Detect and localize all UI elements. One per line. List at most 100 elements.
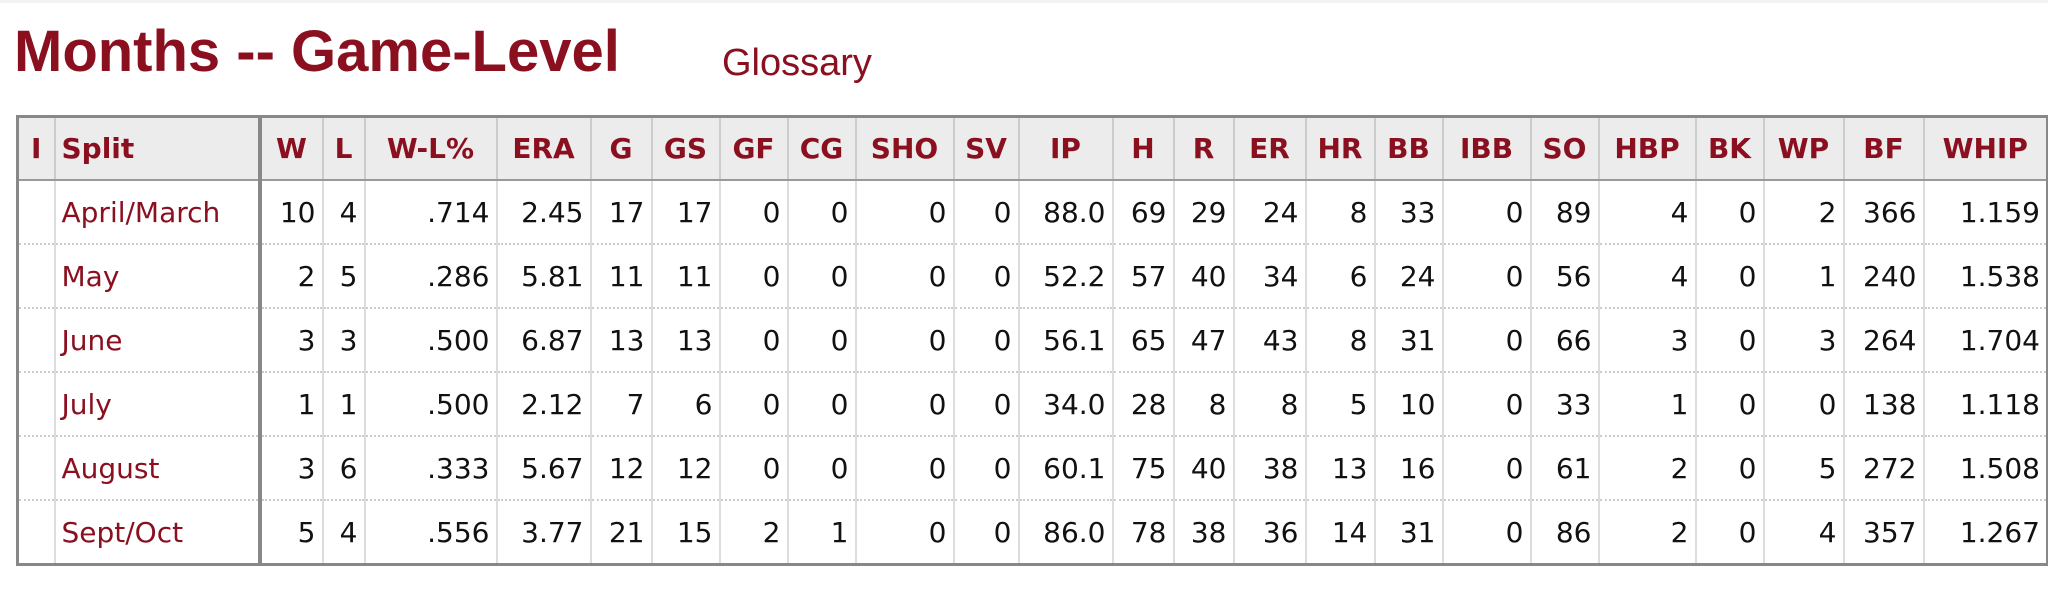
split-link[interactable]: May — [53, 244, 262, 309]
stat-cell: 0 — [1694, 244, 1764, 309]
stat-cell: 0 — [854, 500, 954, 566]
stat-cell: 2 — [1597, 500, 1696, 566]
stat-cell: 60.1 — [1017, 436, 1113, 501]
stat-cell: 38 — [1172, 500, 1234, 566]
split-link[interactable]: April/March — [53, 180, 262, 245]
stat-cell: 1 — [258, 372, 323, 437]
stat-cell: 4 — [1597, 244, 1696, 309]
stat-cell: 3.77 — [495, 500, 591, 566]
column-header[interactable]: HR — [1304, 115, 1376, 181]
column-header[interactable]: HBP — [1597, 115, 1697, 181]
column-header[interactable]: ER — [1232, 115, 1307, 181]
stat-cell: 0 — [854, 436, 954, 501]
stat-cell: 240 — [1842, 244, 1924, 309]
stat-cell: 4 — [321, 180, 365, 245]
stat-cell: 357 — [1842, 500, 1924, 566]
stat-cell: 5 — [321, 244, 365, 309]
column-header[interactable]: WHIP — [1922, 115, 2048, 181]
split-link[interactable]: June — [53, 308, 262, 373]
stat-cell: 65 — [1111, 308, 1174, 373]
column-header[interactable]: SHO — [854, 115, 955, 181]
column-header[interactable]: WP — [1762, 115, 1845, 181]
stat-cell: 4 — [321, 500, 365, 566]
stat-cell: 0 — [952, 308, 1019, 373]
split-link[interactable]: August — [53, 436, 262, 501]
stat-cell: 0 — [718, 436, 788, 501]
stat-cell: 66 — [1529, 308, 1599, 373]
column-header[interactable]: I — [16, 115, 56, 181]
stat-cell: .714 — [363, 180, 497, 245]
stat-cell: 7 — [589, 372, 652, 437]
stat-cell: 0 — [952, 436, 1019, 501]
stat-cell: 40 — [1172, 244, 1234, 309]
column-header[interactable]: L — [321, 115, 366, 181]
column-header[interactable]: BB — [1373, 115, 1444, 181]
stat-cell: 138 — [1842, 372, 1924, 437]
stat-cell: 31 — [1373, 500, 1443, 566]
stat-cell: 0 — [1441, 244, 1531, 309]
top-border — [0, 0, 2048, 3]
stat-cell: .500 — [363, 308, 497, 373]
split-link[interactable]: July — [53, 372, 262, 437]
column-header[interactable]: SO — [1529, 115, 1600, 181]
stat-cell: 0 — [1694, 308, 1764, 373]
stat-cell: 0 — [1762, 372, 1844, 437]
column-header[interactable]: G — [589, 115, 653, 181]
column-header[interactable]: W-L% — [363, 115, 498, 181]
stat-cell: 0 — [1441, 180, 1531, 245]
stat-cell: 86 — [1529, 500, 1599, 566]
stat-cell: 366 — [1842, 180, 1924, 245]
stat-cell: 57 — [1111, 244, 1174, 309]
column-header[interactable]: ERA — [495, 115, 592, 181]
stat-cell: 38 — [1232, 436, 1306, 501]
data-row: May 2 5.286 5.81 11 11 0 0 0 0 52.2 57 40 34 6 24 0 56 4 0 1… — [16, 244, 2048, 309]
stat-cell: 12 — [589, 436, 652, 501]
stat-cell: 3 — [258, 436, 323, 501]
column-header[interactable]: H — [1111, 115, 1175, 181]
data-row: June 3 3.500 6.87 13 13 0 0 0 0 56.1 65 47 43 8 31 0 66 3 0… — [16, 308, 2048, 373]
column-header[interactable]: GF — [718, 115, 789, 181]
stat-cell: 0 — [718, 308, 788, 373]
stat-cell: 1.118 — [1922, 372, 2048, 437]
stat-cell: 78 — [1111, 500, 1174, 566]
column-header[interactable]: BK — [1694, 115, 1765, 181]
stat-cell: 0 — [1441, 308, 1531, 373]
stat-cell: 2 — [258, 244, 323, 309]
stat-cell: 36 — [1232, 500, 1306, 566]
stat-cell: 0 — [1441, 436, 1531, 501]
column-header[interactable]: R — [1172, 115, 1235, 181]
stat-cell: 0 — [718, 372, 788, 437]
stat-cell: 0 — [1694, 436, 1764, 501]
stat-cell: 56 — [1529, 244, 1599, 309]
column-header[interactable]: W — [258, 115, 324, 181]
stat-cell: 34.0 — [1017, 372, 1113, 437]
section-title: Months -- Game-Level — [14, 19, 620, 84]
column-header[interactable]: GS — [650, 115, 721, 181]
stat-cell: 28 — [1111, 372, 1174, 437]
column-header[interactable]: BF — [1842, 115, 1925, 181]
stat-cell: 43 — [1232, 308, 1306, 373]
column-header[interactable]: IBB — [1441, 115, 1532, 181]
stat-cell: 24 — [1373, 244, 1443, 309]
stat-cell: 0 — [786, 308, 856, 373]
stat-cell: 4 — [1762, 500, 1844, 566]
stat-cell: 10 — [258, 180, 323, 245]
column-header[interactable]: IP — [1017, 115, 1114, 181]
stat-cell: 1.159 — [1922, 180, 2048, 245]
stat-cell: 6 — [650, 372, 720, 437]
rank-cell — [16, 500, 55, 566]
stat-cell: 1.704 — [1922, 308, 2048, 373]
stat-cell: 272 — [1842, 436, 1924, 501]
column-header[interactable]: Split — [53, 115, 262, 181]
stat-cell: 34 — [1232, 244, 1306, 309]
glossary-link[interactable]: Glossary — [722, 42, 872, 84]
stat-cell: 1 — [1762, 244, 1844, 309]
stat-cell: 0 — [854, 372, 954, 437]
column-header[interactable]: CG — [786, 115, 857, 181]
stat-cell: 3 — [1597, 308, 1696, 373]
split-link[interactable]: Sept/Oct — [53, 500, 262, 566]
stat-cell: 1.267 — [1922, 500, 2048, 566]
column-header[interactable]: SV — [952, 115, 1020, 181]
stat-cell: 69 — [1111, 180, 1174, 245]
stat-cell: .500 — [363, 372, 497, 437]
